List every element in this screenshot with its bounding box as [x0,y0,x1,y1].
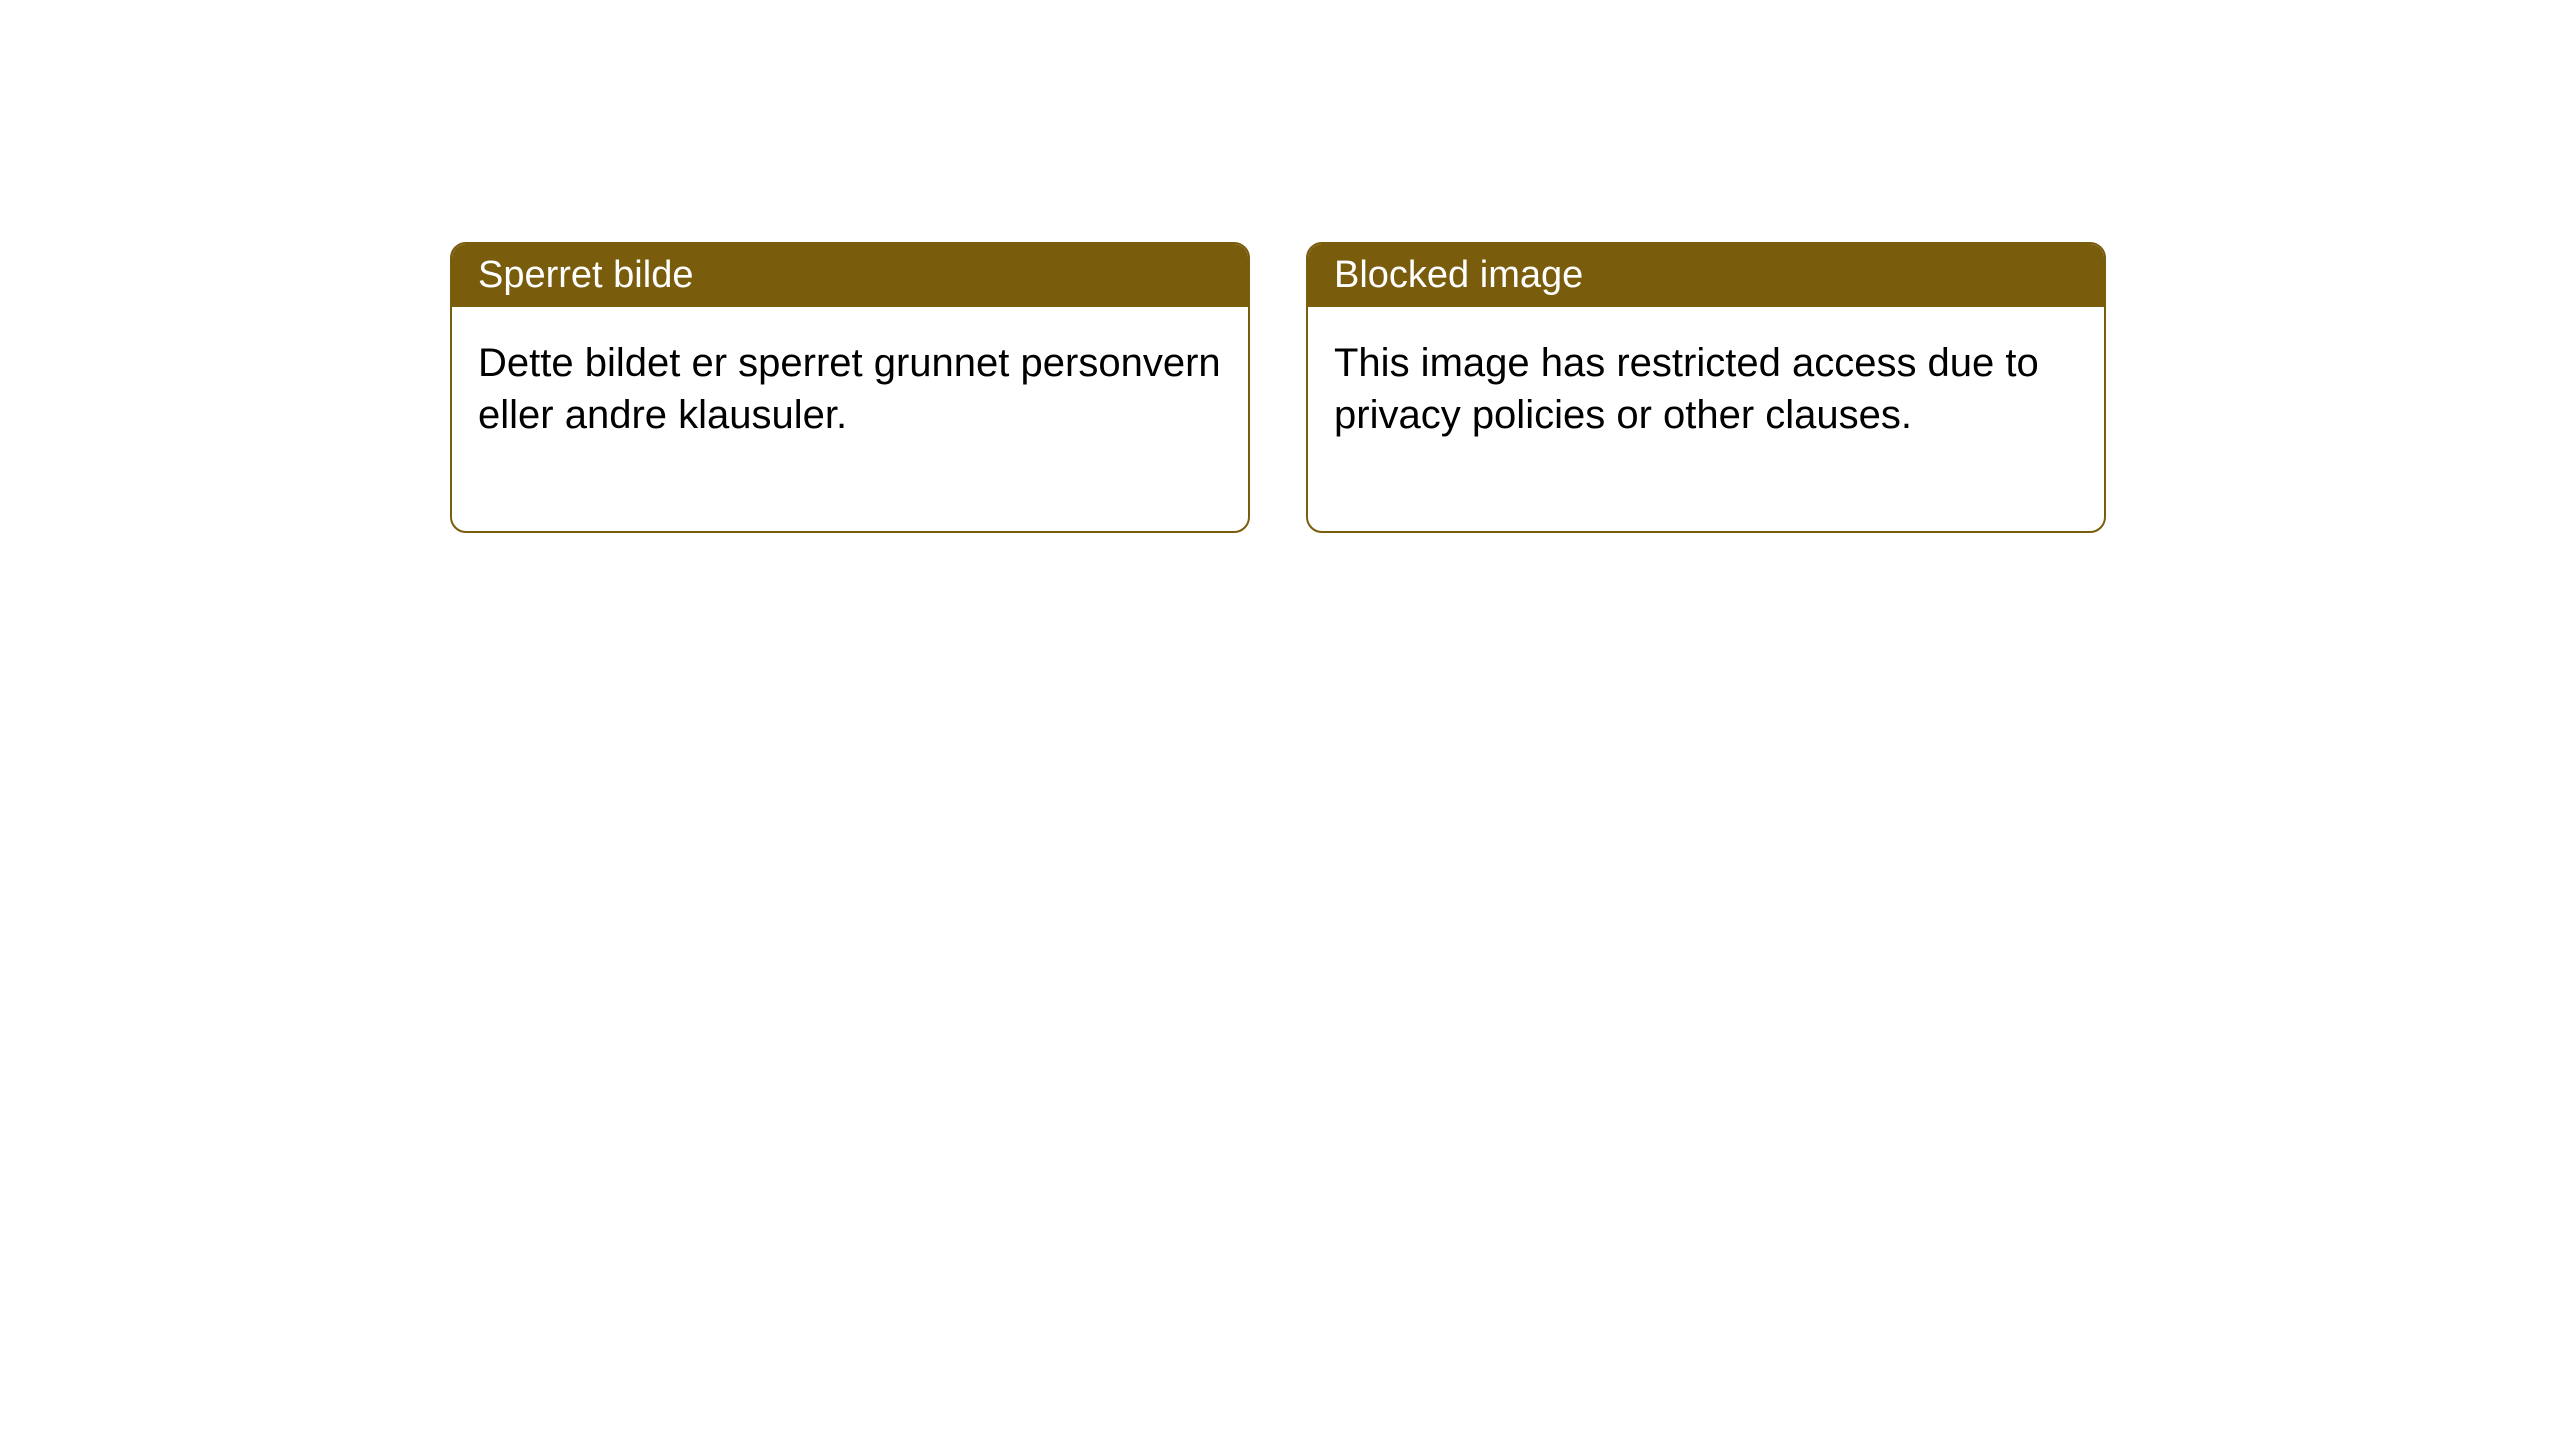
notice-container: Sperret bilde Dette bildet er sperret gr… [450,242,2106,533]
notice-title: Blocked image [1334,254,1583,296]
notice-card-english: Blocked image This image has restricted … [1306,242,2106,533]
notice-body-text: This image has restricted access due to … [1334,341,2039,437]
notice-title: Sperret bilde [478,254,693,296]
notice-card-norwegian: Sperret bilde Dette bildet er sperret gr… [450,242,1250,533]
notice-header: Blocked image [1308,244,2104,307]
notice-body: Dette bildet er sperret grunnet personve… [452,307,1248,531]
notice-body: This image has restricted access due to … [1308,307,2104,531]
notice-header: Sperret bilde [452,244,1248,307]
notice-body-text: Dette bildet er sperret grunnet personve… [478,341,1221,437]
